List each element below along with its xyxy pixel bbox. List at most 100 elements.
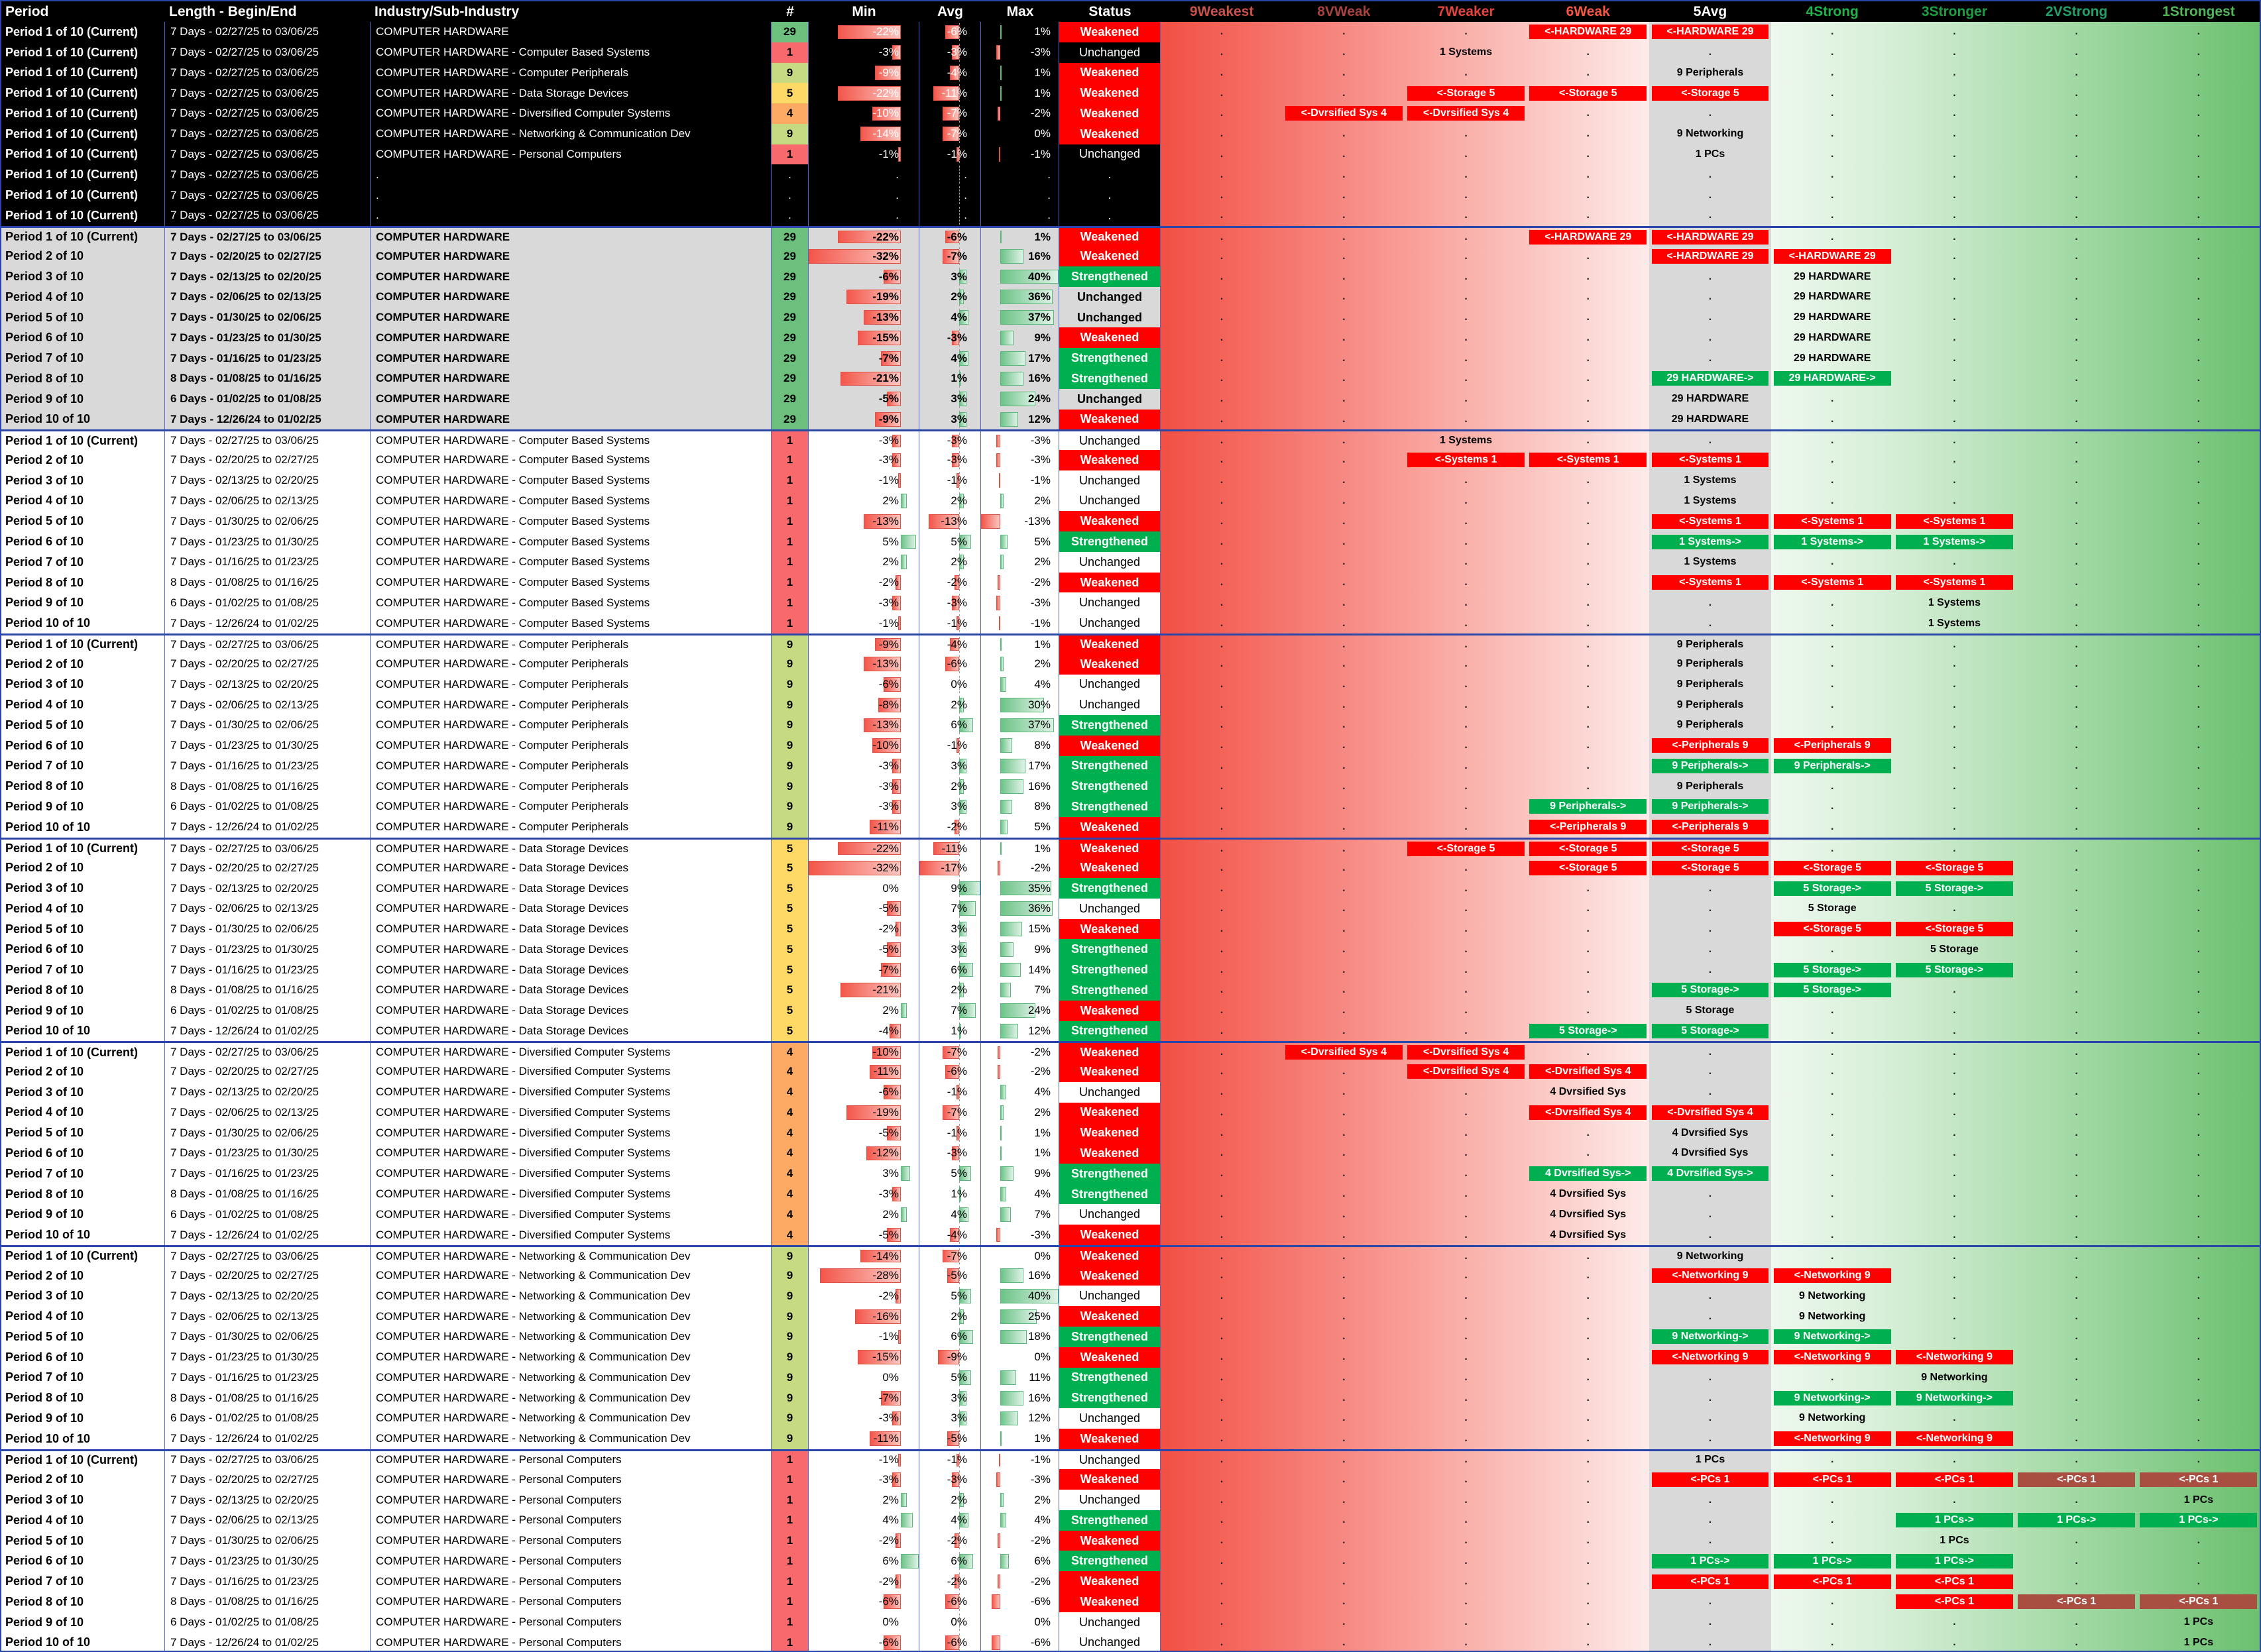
rank-cell-2vstrong[interactable]: . <box>2015 1612 2138 1633</box>
industry-cell[interactable]: COMPUTER HARDWARE - Computer Based Syste… <box>371 592 772 614</box>
avg-cell[interactable]: 2% <box>919 1490 981 1510</box>
length-cell[interactable]: 7 Days - 02/06/25 to 02/13/25 <box>165 898 371 919</box>
rank-cell-2vstrong[interactable]: . <box>2015 1306 2138 1327</box>
industry-cell[interactable]: COMPUTER HARDWARE - Diversified Computer… <box>371 1043 772 1062</box>
rank-cell-3stronger[interactable]: <-PCs 1 <box>1893 1571 2016 1592</box>
count-cell[interactable]: 1 <box>772 1571 809 1592</box>
status-cell[interactable]: Unchanged <box>1059 286 1161 307</box>
avg-cell[interactable]: 2% <box>919 490 981 512</box>
rank-cell-8vweak[interactable]: . <box>1283 531 1405 552</box>
col-header-industry[interactable]: Industry/Sub-Industry <box>375 3 520 19</box>
status-cell[interactable]: Unchanged <box>1059 1612 1161 1633</box>
industry-cell[interactable]: COMPUTER HARDWARE - Computer Based Syste… <box>371 613 772 633</box>
status-cell[interactable]: Unchanged <box>1059 1286 1161 1307</box>
rank-cell-9weakest[interactable]: . <box>1161 83 1283 104</box>
count-cell[interactable]: 29 <box>772 388 809 410</box>
min-cell[interactable]: -22% <box>809 227 919 247</box>
count-cell[interactable]: 1 <box>772 1591 809 1612</box>
rank-cell-1strongest[interactable]: . <box>2137 1530 2260 1551</box>
rank-cell-6weak[interactable]: . <box>1527 715 1649 736</box>
rank-cell-8vweak[interactable]: . <box>1283 1408 1405 1429</box>
rank-cell-6weak[interactable]: . <box>1527 735 1649 756</box>
rank-cell-3stronger[interactable]: <-PCs 1 <box>1893 1591 2016 1612</box>
length-cell[interactable]: 7 Days - 02/06/25 to 02/13/25 <box>165 1102 371 1123</box>
rank-cell-7weaker[interactable]: . <box>1405 1020 1527 1042</box>
rank-cell-4strong[interactable]: <-PCs 1 <box>1771 1469 1894 1490</box>
rank-cell-3stronger[interactable]: . <box>1893 144 2016 165</box>
avg-cell[interactable]: -11% <box>919 839 981 858</box>
rank-cell-4strong[interactable]: . <box>1771 939 1894 960</box>
industry-cell[interactable]: COMPUTER HARDWARE - Networking & Communi… <box>371 123 772 144</box>
rank-cell-2vstrong[interactable]: . <box>2015 227 2138 247</box>
count-cell[interactable]: 9 <box>772 1408 809 1429</box>
rank-cell-2vstrong[interactable]: . <box>2015 1490 2138 1510</box>
rank-cell-2vstrong[interactable]: . <box>2015 1204 2138 1225</box>
status-cell[interactable]: Unchanged <box>1059 470 1161 491</box>
rank-cell-9weakest[interactable]: . <box>1161 1143 1283 1164</box>
avg-cell[interactable]: -2% <box>919 1571 981 1592</box>
rank-cell-9weakest[interactable]: . <box>1161 878 1283 899</box>
rank-cell-3stronger[interactable]: . <box>1893 62 2016 83</box>
status-cell[interactable]: Weakened <box>1059 1306 1161 1327</box>
rank-cell-1strongest[interactable]: . <box>2137 1062 2260 1082</box>
industry-cell[interactable]: COMPUTER HARDWARE - Personal Computers <box>371 1530 772 1551</box>
rank-cell-4strong[interactable]: <-Peripherals 9 <box>1771 735 1894 756</box>
rank-cell-7weaker[interactable]: . <box>1405 1510 1527 1531</box>
rank-cell-2vstrong[interactable]: . <box>2015 1428 2138 1449</box>
rank-cell-7weaker[interactable]: . <box>1405 674 1527 695</box>
rank-cell-8vweak[interactable]: . <box>1283 776 1405 797</box>
count-cell[interactable]: 29 <box>772 307 809 328</box>
industry-cell[interactable]: COMPUTER HARDWARE - Data Storage Devices <box>371 898 772 919</box>
rank-cell-2vstrong[interactable]: . <box>2015 839 2138 858</box>
rank-cell-3stronger[interactable]: . <box>1893 755 2016 777</box>
avg-cell[interactable]: 0% <box>919 674 981 695</box>
rank-cell-8vweak[interactable]: . <box>1283 1612 1405 1633</box>
status-cell[interactable]: Unchanged <box>1059 431 1161 451</box>
max-cell[interactable]: 35% <box>981 878 1059 899</box>
min-cell[interactable]: -13% <box>809 653 919 675</box>
length-cell[interactable]: 8 Days - 01/08/25 to 01/16/25 <box>165 979 371 1001</box>
max-cell[interactable]: -1% <box>981 470 1059 491</box>
count-cell[interactable]: 9 <box>772 816 809 838</box>
min-cell[interactable]: . <box>809 185 919 205</box>
length-cell[interactable]: 7 Days - 01/23/25 to 01/30/25 <box>165 1347 371 1368</box>
avg-cell[interactable]: -7% <box>919 1043 981 1062</box>
industry-cell[interactable]: COMPUTER HARDWARE - Computer Peripherals <box>371 62 772 83</box>
count-cell[interactable]: 1 <box>772 1612 809 1633</box>
period-cell[interactable]: Period 5 of 10 <box>1 715 165 736</box>
rank-cell-5avg[interactable]: . <box>1649 185 1772 205</box>
period-cell[interactable]: Period 8 of 10 <box>1 979 165 1001</box>
rank-cell-2vstrong[interactable]: . <box>2015 715 2138 736</box>
rank-cell-6weak[interactable]: <-HARDWARE 29 <box>1527 22 1649 42</box>
rank-cell-2vstrong[interactable]: . <box>2015 42 2138 63</box>
min-cell[interactable]: . <box>809 205 919 226</box>
status-cell[interactable]: Weakened <box>1059 227 1161 247</box>
rank-cell-4strong[interactable]: . <box>1771 1510 1894 1531</box>
rank-cell-8vweak[interactable]: . <box>1283 327 1405 349</box>
rank-cell-8vweak[interactable]: . <box>1283 613 1405 633</box>
industry-cell[interactable]: COMPUTER HARDWARE <box>371 388 772 410</box>
length-cell[interactable]: 7 Days - 02/27/25 to 03/06/25 <box>165 144 371 165</box>
min-cell[interactable]: -1% <box>809 1327 919 1347</box>
max-cell[interactable]: -2% <box>981 857 1059 879</box>
rank-cell-2vstrong[interactable]: . <box>2015 22 2138 42</box>
status-cell[interactable]: Unchanged <box>1059 1632 1161 1651</box>
max-cell[interactable]: . <box>981 185 1059 205</box>
rank-cell-7weaker[interactable]: . <box>1405 1591 1527 1612</box>
rank-cell-5avg[interactable]: 29 HARDWARE <box>1649 388 1772 410</box>
period-cell[interactable]: Period 6 of 10 <box>1 531 165 552</box>
status-cell[interactable]: Unchanged <box>1059 1081 1161 1103</box>
rank-cell-3stronger[interactable]: . <box>1893 1081 2016 1103</box>
rank-cell-8vweak[interactable]: . <box>1283 1204 1405 1225</box>
rank-cell-2vstrong[interactable]: . <box>2015 511 2138 532</box>
length-cell[interactable]: 7 Days - 01/16/25 to 01/23/25 <box>165 755 371 777</box>
rank-cell-6weak[interactable]: . <box>1527 1451 1649 1470</box>
col-header-1strongest[interactable]: 1Strongest <box>2162 3 2235 19</box>
avg-cell[interactable]: -11% <box>919 83 981 104</box>
rank-cell-6weak[interactable]: . <box>1527 551 1649 573</box>
avg-cell[interactable]: 7% <box>919 898 981 919</box>
rank-cell-5avg[interactable]: 1 PCs-> <box>1649 1551 1772 1572</box>
count-cell[interactable]: 29 <box>772 327 809 349</box>
rank-cell-4strong[interactable]: <-Networking 9 <box>1771 1265 1894 1286</box>
rank-cell-2vstrong[interactable]: . <box>2015 103 2138 124</box>
